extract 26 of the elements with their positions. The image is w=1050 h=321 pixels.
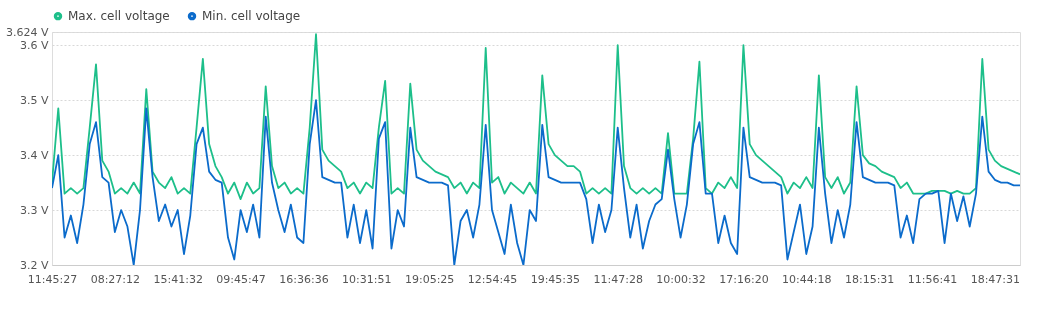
y-tick-label: 3.3 V bbox=[19, 203, 49, 217]
x-tick-label: 19:05:25 bbox=[404, 272, 455, 286]
x-tick-label: 18:47:31 bbox=[970, 272, 1021, 286]
line-series bbox=[52, 33, 1020, 200]
x-tick-label: 18:15:31 bbox=[844, 272, 895, 286]
x-tick-label: 10:44:18 bbox=[782, 272, 832, 286]
x-tick-label: 08:27:12 bbox=[90, 272, 141, 286]
x-tick-label: 11:45:27 bbox=[27, 272, 78, 286]
x-tick-label: 16:36:36 bbox=[279, 272, 329, 286]
y-tick-label: 3.2 V bbox=[19, 258, 49, 272]
x-tick-label: 12:54:45 bbox=[467, 272, 518, 286]
x-tick-label: 10:31:51 bbox=[342, 272, 392, 286]
y-tick-label: 3.4 V bbox=[19, 148, 49, 162]
x-tick-label: 15:41:32 bbox=[153, 272, 203, 286]
x-tick-label: 11:47:28 bbox=[593, 272, 643, 286]
x-tick-label: 10:00:32 bbox=[656, 272, 706, 286]
legend-label: Max. cell voltage bbox=[68, 9, 170, 24]
x-tick-label: 09:45:47 bbox=[216, 272, 266, 286]
legend-label: Min. cell voltage bbox=[202, 9, 301, 24]
y-tick-label: 3.5 V bbox=[19, 93, 49, 107]
line-series bbox=[52, 99, 1020, 265]
x-tick-label: 19:45:35 bbox=[530, 272, 581, 286]
x-tick-label: 17:16:20 bbox=[719, 272, 769, 286]
y-tick-label: 3.624 V bbox=[5, 25, 49, 39]
y-tick-label: 3.6 V bbox=[19, 38, 49, 52]
x-tick-label: 11:56:41 bbox=[907, 272, 958, 286]
